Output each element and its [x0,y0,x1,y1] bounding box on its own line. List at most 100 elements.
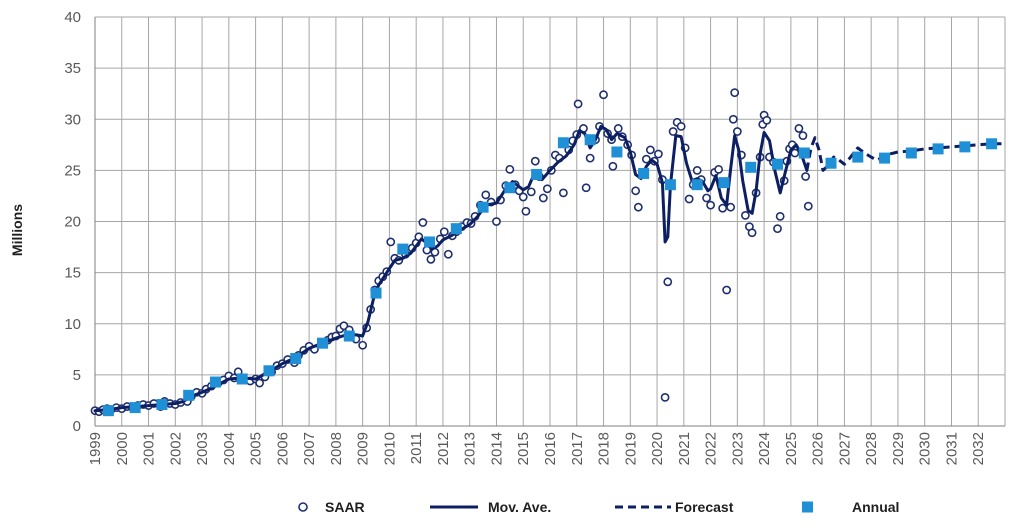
saar-point [668,127,678,136]
annual-point [772,158,783,170]
x-tick-label: 2023 [729,432,746,465]
x-tick-label: 2027 [836,432,853,465]
saar-point [613,124,623,133]
saar-point [794,124,804,133]
annual-point [611,146,623,158]
annual-point [236,373,248,385]
saar-point [762,115,772,125]
saar-point [660,392,670,402]
x-tick-label: 2026 [810,432,827,465]
annual-point [504,182,516,194]
forecast-line [805,136,1005,172]
saar-point [443,249,453,259]
saar-point [803,201,813,211]
x-tick-label: 2013 [462,432,479,465]
legend-item: SAAR [298,499,365,515]
saar-point [492,217,501,226]
saar-point [663,277,673,287]
x-tick-label: 2005 [248,432,265,465]
saar-point [726,202,736,212]
saar-point [653,149,663,159]
saar-point [747,228,757,238]
annual-point [397,243,409,255]
annual-point [129,402,141,414]
saar-point [692,165,702,175]
x-tick-label: 2022 [703,432,720,465]
annual-point [156,399,168,411]
x-tick-label: 2030 [917,432,934,465]
x-tick-label: 2028 [863,432,880,465]
saar-point [645,145,655,155]
saar-point [798,131,808,141]
saar-point [718,203,728,213]
legend-item: Annual [802,499,899,515]
saar-point [730,88,740,98]
saar-point [633,202,643,212]
x-tick-label: 2012 [435,432,452,465]
y-tick-label: 40 [64,9,81,26]
annual-point [317,337,328,349]
saar-point [505,164,515,174]
legend-item: Forecast [615,499,734,515]
saar-point [581,183,591,193]
annual-point [932,143,944,155]
saar-point [426,254,436,264]
x-tick-label: 2025 [783,432,800,465]
saar-point [740,210,750,220]
y-tick-label: 30 [64,111,81,128]
annual-point [531,168,543,180]
x-tick-label: 2020 [649,432,666,465]
saar-point [599,90,608,100]
annual-point [584,134,596,146]
x-tick-label: 2014 [488,432,505,465]
saar-point [775,211,785,221]
x-tick-label: 2024 [756,432,773,465]
grid [94,16,1006,427]
x-tick-label: 2009 [355,432,372,465]
x-tick-label: 2015 [515,432,532,465]
saar-point [573,99,583,109]
legend-swatch-annual [802,501,813,513]
legend-swatch-saar [298,502,308,512]
annual-point [183,389,195,401]
saar-point [728,114,738,124]
x-tick-label: 2000 [114,432,131,465]
x-tick-label: 2029 [890,432,907,465]
saar-point [773,224,782,234]
annual-point [852,151,864,163]
annual-point [263,365,275,377]
legend-label: SAAR [325,499,365,515]
x-tick-label: 2017 [569,432,586,465]
x-tick-label: 2003 [194,432,211,465]
annual-point [102,405,114,417]
saar-point [439,227,449,237]
y-axis-label: Millions [9,204,25,256]
x-tick-label: 2007 [301,432,318,465]
x-tick-label: 2004 [221,432,238,465]
annual-point [691,179,703,191]
saar-point [585,153,595,163]
saar-point [418,218,428,227]
saar-point [631,186,641,196]
x-tick-label: 2019 [622,432,639,465]
annual-point [450,223,462,235]
saar-point [714,164,724,174]
x-tick-label: 2021 [676,432,693,465]
saar-point [542,184,552,194]
legend-label: Mov. Ave. [488,499,551,515]
saar-point [386,237,396,247]
annual-point [557,137,569,149]
annual-point [959,141,971,153]
saar-point [676,122,686,131]
saar-point [732,127,742,136]
annual-point [825,157,837,169]
annual-point [718,177,730,189]
annual-point [879,152,891,164]
saar-point [608,161,618,171]
legend-label: Forecast [675,499,734,515]
legend-item: Mov. Ave. [430,499,551,515]
x-tick-label: 2031 [943,432,960,465]
